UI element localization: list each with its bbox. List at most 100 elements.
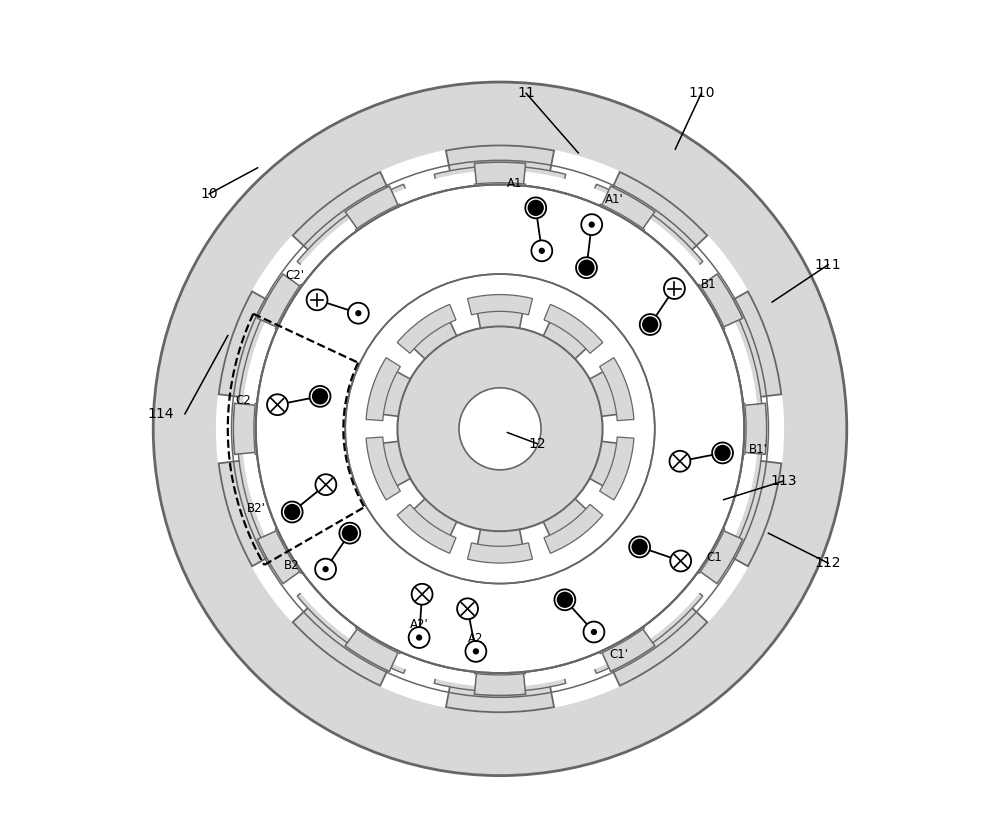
Circle shape — [642, 316, 658, 332]
Circle shape — [457, 598, 478, 619]
Circle shape — [397, 326, 603, 531]
Wedge shape — [544, 504, 603, 553]
Circle shape — [339, 523, 360, 544]
Circle shape — [256, 185, 744, 673]
Wedge shape — [257, 274, 303, 328]
Wedge shape — [369, 365, 410, 416]
Circle shape — [310, 386, 330, 407]
Circle shape — [631, 539, 648, 555]
Wedge shape — [464, 186, 536, 253]
Circle shape — [670, 550, 691, 571]
Circle shape — [578, 259, 595, 276]
Wedge shape — [639, 278, 726, 364]
Circle shape — [312, 388, 328, 404]
Wedge shape — [704, 444, 762, 570]
Wedge shape — [481, 250, 519, 265]
Wedge shape — [590, 441, 631, 493]
Wedge shape — [590, 365, 631, 416]
Wedge shape — [610, 607, 707, 685]
Wedge shape — [675, 393, 742, 465]
Wedge shape — [601, 626, 655, 671]
Circle shape — [412, 584, 433, 605]
Circle shape — [322, 566, 329, 572]
Wedge shape — [336, 324, 367, 362]
Wedge shape — [258, 393, 325, 465]
Circle shape — [581, 214, 602, 235]
Circle shape — [670, 451, 690, 472]
Wedge shape — [697, 529, 743, 584]
Circle shape — [557, 591, 573, 608]
Text: A2': A2' — [410, 618, 428, 631]
Wedge shape — [275, 284, 311, 334]
Wedge shape — [403, 309, 457, 359]
Circle shape — [342, 525, 358, 541]
Wedge shape — [219, 461, 272, 566]
Wedge shape — [366, 357, 400, 420]
Wedge shape — [474, 660, 526, 675]
Circle shape — [576, 258, 597, 279]
Wedge shape — [600, 437, 634, 500]
Wedge shape — [293, 607, 390, 685]
Circle shape — [714, 445, 731, 461]
Circle shape — [664, 278, 685, 299]
Wedge shape — [728, 291, 781, 397]
Circle shape — [712, 442, 733, 463]
Text: 111: 111 — [815, 258, 841, 272]
Circle shape — [473, 649, 479, 654]
Wedge shape — [567, 265, 605, 295]
Wedge shape — [543, 498, 597, 549]
Wedge shape — [238, 444, 296, 570]
Wedge shape — [464, 604, 536, 671]
Wedge shape — [589, 583, 703, 674]
Wedge shape — [349, 567, 435, 654]
Wedge shape — [345, 186, 399, 232]
Wedge shape — [544, 305, 603, 353]
Wedge shape — [274, 278, 361, 364]
Wedge shape — [336, 496, 367, 534]
Text: C2': C2' — [285, 268, 304, 282]
Wedge shape — [369, 441, 410, 493]
Circle shape — [409, 627, 430, 648]
Circle shape — [416, 634, 422, 641]
Wedge shape — [274, 493, 361, 580]
Circle shape — [256, 185, 744, 673]
Circle shape — [217, 145, 783, 712]
Text: C1: C1 — [707, 550, 723, 564]
Wedge shape — [697, 274, 743, 328]
Circle shape — [629, 536, 650, 557]
Wedge shape — [297, 185, 411, 274]
Wedge shape — [589, 185, 703, 274]
Text: C1': C1' — [610, 648, 629, 660]
Wedge shape — [355, 204, 405, 240]
Wedge shape — [395, 562, 433, 592]
Wedge shape — [689, 284, 725, 334]
Wedge shape — [610, 172, 707, 251]
Wedge shape — [732, 403, 746, 455]
Wedge shape — [595, 204, 645, 240]
Text: 113: 113 — [770, 474, 797, 488]
Text: A1': A1' — [605, 193, 624, 206]
Wedge shape — [321, 410, 336, 447]
Text: 112: 112 — [815, 556, 841, 570]
Wedge shape — [567, 562, 605, 592]
Circle shape — [153, 82, 847, 775]
Wedge shape — [543, 309, 597, 359]
Text: 114: 114 — [147, 407, 174, 421]
Wedge shape — [468, 294, 532, 315]
Wedge shape — [257, 529, 303, 584]
Circle shape — [284, 504, 300, 520]
Text: C2: C2 — [236, 394, 251, 408]
Wedge shape — [355, 618, 405, 654]
Wedge shape — [689, 524, 725, 574]
Text: B1: B1 — [701, 279, 716, 291]
Circle shape — [459, 388, 541, 470]
Circle shape — [243, 171, 757, 686]
Wedge shape — [403, 498, 457, 549]
Wedge shape — [297, 583, 411, 674]
Circle shape — [267, 394, 288, 415]
Text: B1': B1' — [749, 443, 768, 456]
Wedge shape — [664, 410, 679, 447]
Wedge shape — [434, 664, 566, 691]
Wedge shape — [475, 296, 525, 328]
Wedge shape — [293, 172, 390, 251]
